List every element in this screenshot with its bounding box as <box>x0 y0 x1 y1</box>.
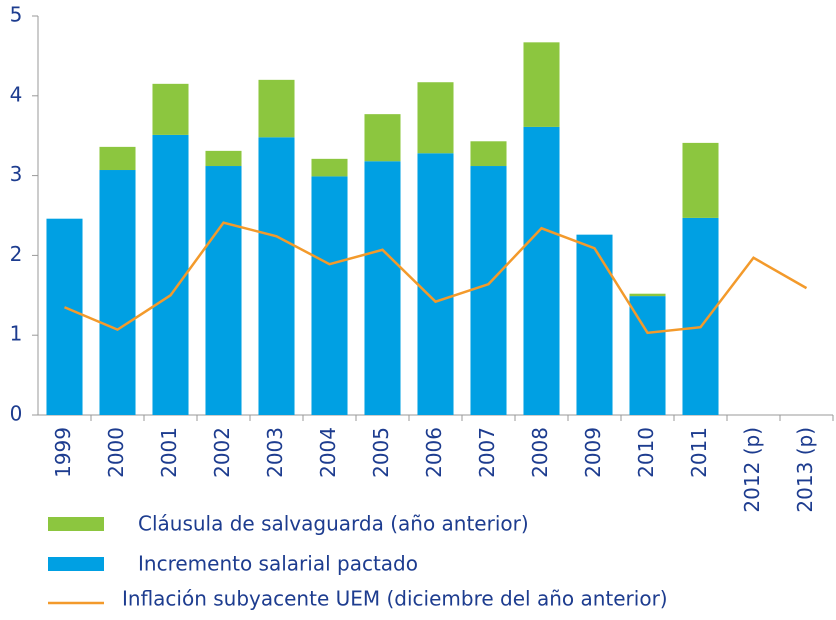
y-tick-label: 5 <box>10 3 23 27</box>
x-tick-label: 1999 <box>51 427 75 478</box>
x-tick-label: 2005 <box>369 427 393 478</box>
bar <box>258 79 295 138</box>
legend-label: Inflación subyacente UEM (diciembre del … <box>122 587 668 611</box>
x-tick-label: 2003 <box>263 427 287 478</box>
bar <box>46 218 83 415</box>
x-tick-label: 2007 <box>475 427 499 478</box>
bar <box>364 114 401 162</box>
x-tick-label: 2002 <box>210 427 234 478</box>
x-tick-label: 2004 <box>316 427 340 478</box>
x-tick-label: 2012 (p) <box>740 427 764 513</box>
legend-swatch <box>48 517 104 531</box>
y-tick-label: 2 <box>10 242 23 266</box>
x-tick-label: 2001 <box>157 427 181 478</box>
x-tick-label: 2011 <box>687 427 711 478</box>
y-tick-label: 4 <box>10 82 23 106</box>
bar <box>152 83 189 135</box>
bar <box>311 176 348 415</box>
bar <box>682 217 719 415</box>
bar <box>99 146 136 171</box>
x-tick-label: 2006 <box>422 427 446 478</box>
bar <box>576 234 613 415</box>
bar <box>682 142 719 218</box>
legend-swatch <box>48 557 104 571</box>
legend-label: Cláusula de salvaguarda (año anterior) <box>138 512 529 536</box>
bar <box>417 153 454 416</box>
legend-label: Incremento salarial pactado <box>138 552 418 576</box>
x-tick-label: 2000 <box>104 427 128 478</box>
bar <box>417 82 454 154</box>
x-tick-label: 2013 (p) <box>793 427 817 513</box>
y-tick-label: 0 <box>10 402 23 426</box>
bar <box>629 293 666 297</box>
bar <box>258 137 295 415</box>
bar <box>205 150 242 167</box>
bar <box>311 158 348 177</box>
bar <box>523 42 560 127</box>
bar <box>99 170 136 415</box>
x-tick-label: 2010 <box>634 427 658 478</box>
bar <box>523 126 560 415</box>
x-tick-label: 2009 <box>581 427 605 478</box>
y-tick-label: 1 <box>10 322 23 346</box>
bar <box>152 134 189 416</box>
bar <box>205 166 242 415</box>
bar <box>470 166 507 415</box>
bar <box>470 141 507 167</box>
line <box>64 221 808 335</box>
y-tick-label: 3 <box>10 162 23 186</box>
x-tick-label: 2008 <box>528 427 552 478</box>
bar <box>364 161 401 415</box>
